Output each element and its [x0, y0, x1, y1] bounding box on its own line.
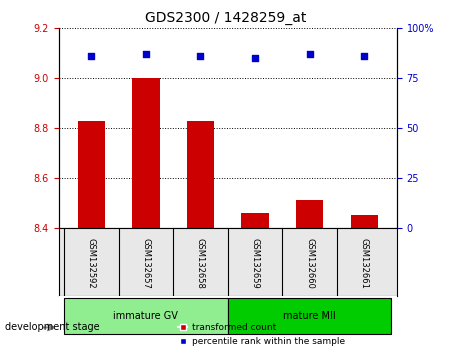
Text: GSM132657: GSM132657 — [142, 238, 151, 289]
Bar — [296, 200, 323, 228]
Text: development stage: development stage — [5, 322, 99, 332]
Bar — [132, 78, 160, 228]
Text: immature GV: immature GV — [114, 311, 178, 321]
Text: GSM132592: GSM132592 — [87, 238, 96, 289]
Text: GSM132661: GSM132661 — [359, 238, 368, 289]
Text: mature MII: mature MII — [283, 311, 336, 321]
Text: GDS2300 / 1428259_at: GDS2300 / 1428259_at — [145, 11, 306, 25]
Point — [88, 53, 95, 59]
Bar — [78, 121, 105, 228]
Bar — [241, 213, 269, 228]
Point — [197, 53, 204, 59]
Point — [251, 56, 258, 61]
Text: GSM132658: GSM132658 — [196, 238, 205, 289]
Text: GSM132660: GSM132660 — [305, 238, 314, 289]
FancyBboxPatch shape — [228, 298, 391, 334]
Bar — [350, 216, 378, 228]
Bar — [187, 121, 214, 228]
Point — [360, 53, 368, 59]
Text: GSM132659: GSM132659 — [251, 238, 259, 289]
Point — [306, 51, 313, 57]
FancyBboxPatch shape — [64, 298, 228, 334]
Point — [143, 51, 150, 57]
Legend: transformed count, percentile rank within the sample: transformed count, percentile rank withi… — [175, 320, 349, 349]
